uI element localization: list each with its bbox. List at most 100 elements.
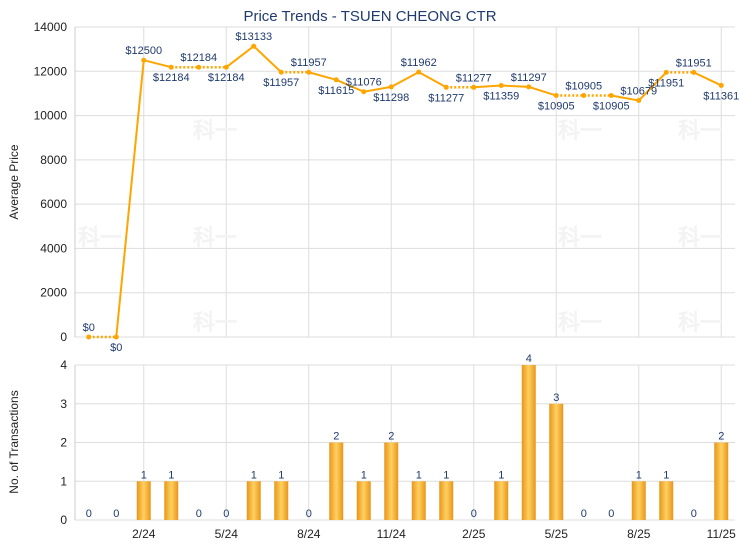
price-data-label: $11277 (456, 72, 492, 84)
price-data-label: $11951 (676, 57, 712, 69)
transaction-bar (384, 442, 399, 520)
top-y-tick-label: 0 (60, 330, 67, 344)
price-point (718, 82, 724, 88)
top-y-axis-label: Average Price (7, 144, 21, 219)
watermark: 科一 (193, 118, 237, 143)
transaction-bar (411, 481, 426, 520)
top-y-tick-label: 8000 (40, 153, 67, 167)
transaction-bar (659, 481, 674, 520)
transaction-data-label: 1 (443, 469, 449, 481)
price-point (498, 82, 504, 88)
bottom-y-tick-label: 1 (60, 474, 67, 488)
watermark: 科一 (558, 225, 602, 250)
price-point (141, 57, 147, 63)
transaction-data-label: 0 (196, 508, 202, 520)
price-point (223, 64, 229, 70)
transaction-bar (329, 442, 344, 520)
price-data-label: $11277 (428, 92, 464, 104)
transaction-data-label: 2 (388, 431, 394, 443)
transaction-data-label: 1 (251, 469, 257, 481)
price-point (388, 84, 394, 90)
price-data-label: $12184 (208, 72, 245, 84)
x-tick-label: 8/25 (627, 527, 651, 541)
transaction-data-label: 0 (471, 508, 477, 520)
transaction-bar (356, 481, 371, 520)
price-line-segment (501, 84, 529, 88)
x-tick-label: 5/24 (215, 527, 239, 541)
price-point (361, 89, 367, 95)
transaction-data-label: 2 (718, 431, 724, 443)
price-point (168, 64, 174, 70)
price-line-segment (611, 94, 639, 102)
transaction-data-label: 3 (553, 392, 559, 404)
watermark: 科一 (193, 225, 237, 250)
price-data-label: $0 (110, 342, 122, 354)
price-data-label: $11298 (373, 92, 409, 104)
price-data-label: $11957 (291, 57, 327, 69)
price-line-segment (253, 45, 282, 73)
x-tick-label: 2/25 (462, 527, 486, 541)
transaction-data-label: 1 (141, 469, 147, 481)
price-point (608, 93, 614, 99)
bottom-y-tick-label: 3 (60, 397, 67, 411)
x-tick-label: 5/25 (545, 527, 569, 541)
price-line-segment (225, 45, 255, 69)
price-data-label: $11962 (401, 57, 437, 69)
price-point (526, 84, 532, 90)
transaction-data-label: 1 (416, 469, 422, 481)
price-data-label: $11076 (346, 77, 382, 89)
price-point (113, 334, 119, 340)
price-line-segment (390, 71, 420, 88)
price-line-segment (308, 71, 337, 81)
transaction-data-label: 0 (113, 508, 119, 520)
price-data-label: $11615 (318, 85, 354, 97)
price-point (251, 43, 257, 49)
price-line-segment (418, 71, 447, 89)
price-data-label: $11957 (263, 77, 299, 89)
top-y-tick-label: 14000 (34, 20, 68, 34)
price-point (663, 69, 669, 75)
transaction-data-label: 2 (333, 431, 339, 443)
watermark: 科一 (678, 310, 722, 335)
transaction-data-label: 1 (168, 469, 174, 481)
watermark: 科一 (78, 225, 122, 250)
price-point (691, 69, 697, 75)
price-line-segment (528, 85, 557, 97)
transaction-bar (494, 481, 509, 520)
transaction-bar (274, 481, 289, 520)
x-tick-label: 2/24 (132, 527, 156, 541)
price-data-label: $11951 (648, 77, 684, 89)
price-point (471, 84, 477, 90)
price-data-label: $10905 (538, 101, 575, 113)
price-point (196, 64, 202, 70)
transaction-data-label: 1 (636, 469, 642, 481)
transaction-data-label: 1 (663, 469, 669, 481)
price-point (636, 98, 642, 104)
bottom-y-tick-label: 4 (60, 358, 67, 372)
watermark: 科一 (558, 310, 602, 335)
transaction-data-label: 1 (498, 469, 504, 481)
price-point (86, 334, 92, 340)
transaction-bar (631, 481, 646, 520)
transaction-data-label: 0 (223, 508, 229, 520)
price-line-segment (693, 71, 722, 87)
top-y-tick-label: 2000 (40, 286, 67, 300)
price-line-segment (363, 85, 392, 93)
price-point (581, 93, 587, 99)
price-point (278, 69, 284, 75)
price-data-label: $11359 (483, 90, 519, 102)
bottom-y-tick-label: 2 (60, 436, 67, 450)
price-point (416, 69, 422, 75)
price-data-label: $12500 (125, 45, 162, 57)
top-y-tick-label: 10000 (34, 109, 68, 123)
price-line-segment (335, 78, 365, 93)
price-line-segment (638, 71, 667, 102)
price-line-segment (473, 84, 502, 89)
price-point (553, 93, 559, 99)
chart-title: Price Trends - TSUEN CHEONG CTR (243, 8, 496, 25)
watermark: 科一 (193, 310, 237, 335)
top-y-tick-label: 4000 (40, 241, 67, 255)
transaction-data-label: 0 (306, 508, 312, 520)
x-tick-label: 8/24 (297, 527, 321, 541)
